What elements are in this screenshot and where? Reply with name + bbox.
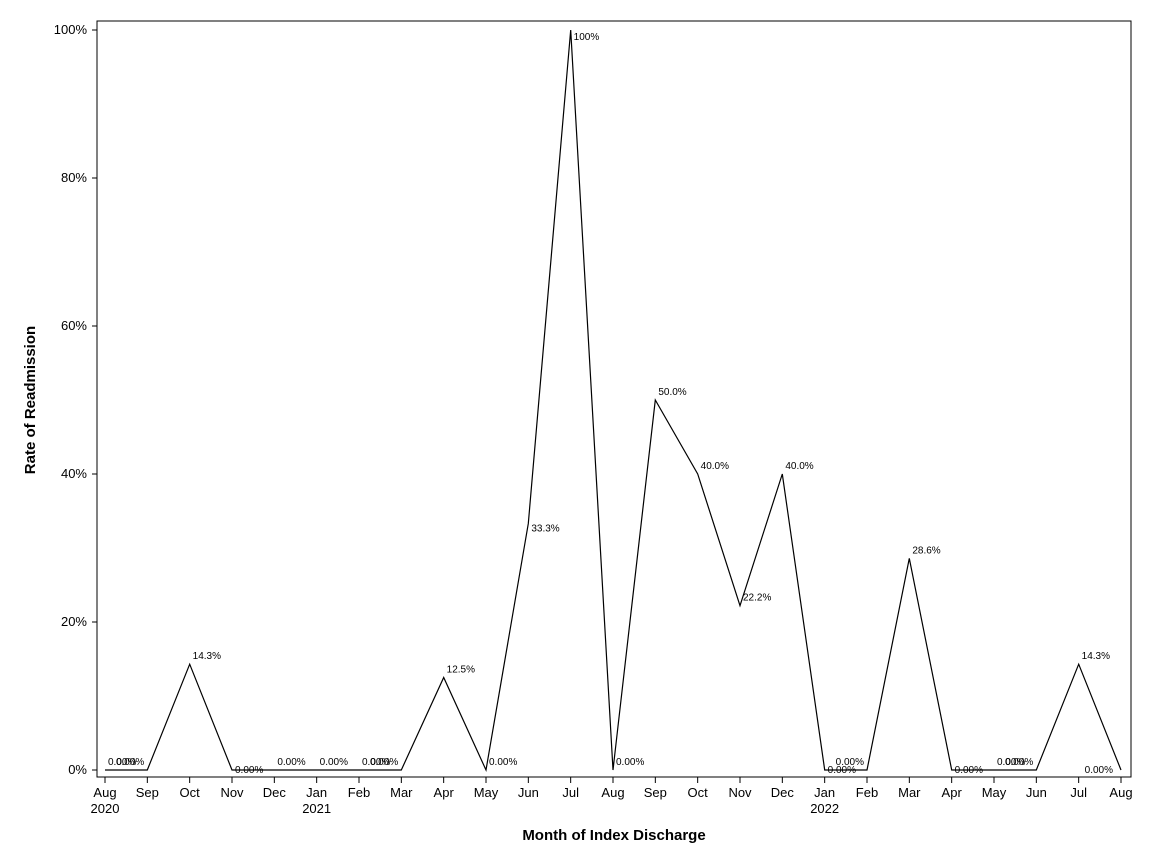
x-tick-label: Mar (390, 785, 413, 800)
data-label: 0.00% (116, 757, 144, 768)
x-tick-label: Oct (688, 785, 709, 800)
data-label: 14.3% (193, 651, 221, 662)
x-tick-label: Sep (136, 785, 159, 800)
data-label: 0.00% (1085, 765, 1113, 776)
x-tick-label: Apr (942, 785, 963, 800)
y-tick-label: 20% (61, 614, 87, 629)
x-tick-label: May (474, 785, 499, 800)
x-tick-label: Dec (263, 785, 287, 800)
x-axis: Aug Sep Oct Nov Dec Jan Feb Mar Apr May Jun Jul Aug S… (91, 777, 1133, 816)
x-tick-label: Aug (93, 785, 116, 800)
data-label: 33.3% (531, 524, 559, 535)
plot-frame (96, 20, 1132, 778)
x-year-label: 2022 (810, 801, 839, 816)
data-label: 0.00% (370, 757, 398, 768)
x-tick-label: Mar (898, 785, 921, 800)
data-label: 0.00% (362, 757, 390, 768)
y-tick-label: 80% (61, 170, 87, 185)
y-axis-title: Rate of Readmission (22, 326, 39, 474)
series-line (105, 29, 1122, 773)
x-tick-label: Jun (518, 785, 539, 800)
data-label: 0.00% (108, 757, 136, 768)
data-label: 40.0% (785, 461, 813, 472)
data-label: 0.00% (1005, 757, 1033, 768)
x-axis-title: Month of Index Discharge (522, 827, 705, 844)
data-label: 28.6% (912, 545, 940, 556)
x-tick-label: Jan (306, 785, 327, 800)
x-tick-label: Dec (771, 785, 795, 800)
x-tick-label: Sep (644, 785, 667, 800)
data-label: 0.00% (277, 757, 305, 768)
x-tick-label: Jun (1026, 785, 1047, 800)
data-label: 12.5% (447, 665, 475, 676)
data-label: 0.00% (616, 757, 644, 768)
y-tick-label: 100% (54, 22, 88, 37)
y-tick-label: 0% (68, 762, 87, 777)
data-label: 0.00% (836, 757, 864, 768)
x-tick-label: Aug (601, 785, 624, 800)
y-axis: 0% 20% 40% 60% 80% 100% (54, 22, 97, 777)
data-label: 0.00% (828, 765, 856, 776)
x-tick-label: Oct (180, 785, 201, 800)
data-label: 100% (574, 32, 600, 43)
data-labels: 0.00%0.00%14.3%0.00%0.00% 0.00% 0.00%0.00%… (108, 32, 1113, 776)
data-label: 0.00% (320, 757, 348, 768)
data-label: 0.00% (235, 765, 263, 776)
x-tick-label: Jul (562, 785, 579, 800)
x-tick-label: Nov (728, 785, 752, 800)
x-tick-label: Jul (1070, 785, 1087, 800)
data-label: 14.3% (1082, 651, 1110, 662)
data-label: 0.00% (955, 765, 983, 776)
x-tick-label: Aug (1109, 785, 1132, 800)
y-tick-label: 40% (61, 466, 87, 481)
data-label: 0.00% (997, 757, 1025, 768)
x-tick-label: Apr (434, 785, 455, 800)
y-tick-label: 60% (61, 318, 87, 333)
data-label: 0.00% (489, 757, 517, 768)
x-year-label: 2021 (302, 801, 331, 816)
x-tick-label: Jan (814, 785, 835, 800)
x-year-label: 2020 (91, 801, 120, 816)
x-tick-label: May (982, 785, 1007, 800)
x-tick-label: Nov (220, 785, 244, 800)
x-tick-label: Feb (856, 785, 878, 800)
data-label: 22.2% (743, 593, 771, 604)
x-tick-label: Feb (348, 785, 370, 800)
data-label: 40.0% (701, 461, 729, 472)
data-label: 50.0% (658, 387, 686, 398)
